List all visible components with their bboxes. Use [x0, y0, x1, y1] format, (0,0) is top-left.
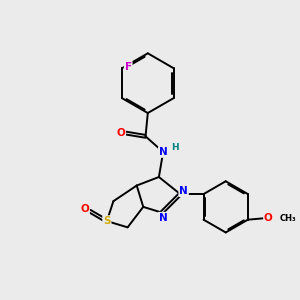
- Text: N: N: [179, 186, 188, 196]
- Text: H: H: [171, 143, 179, 152]
- Text: S: S: [103, 216, 111, 226]
- Text: N: N: [159, 213, 167, 223]
- Text: CH₃: CH₃: [280, 214, 297, 223]
- Text: O: O: [116, 128, 125, 138]
- Text: F: F: [124, 62, 132, 72]
- Text: N: N: [159, 147, 167, 157]
- Text: O: O: [264, 213, 273, 223]
- Text: O: O: [80, 204, 89, 214]
